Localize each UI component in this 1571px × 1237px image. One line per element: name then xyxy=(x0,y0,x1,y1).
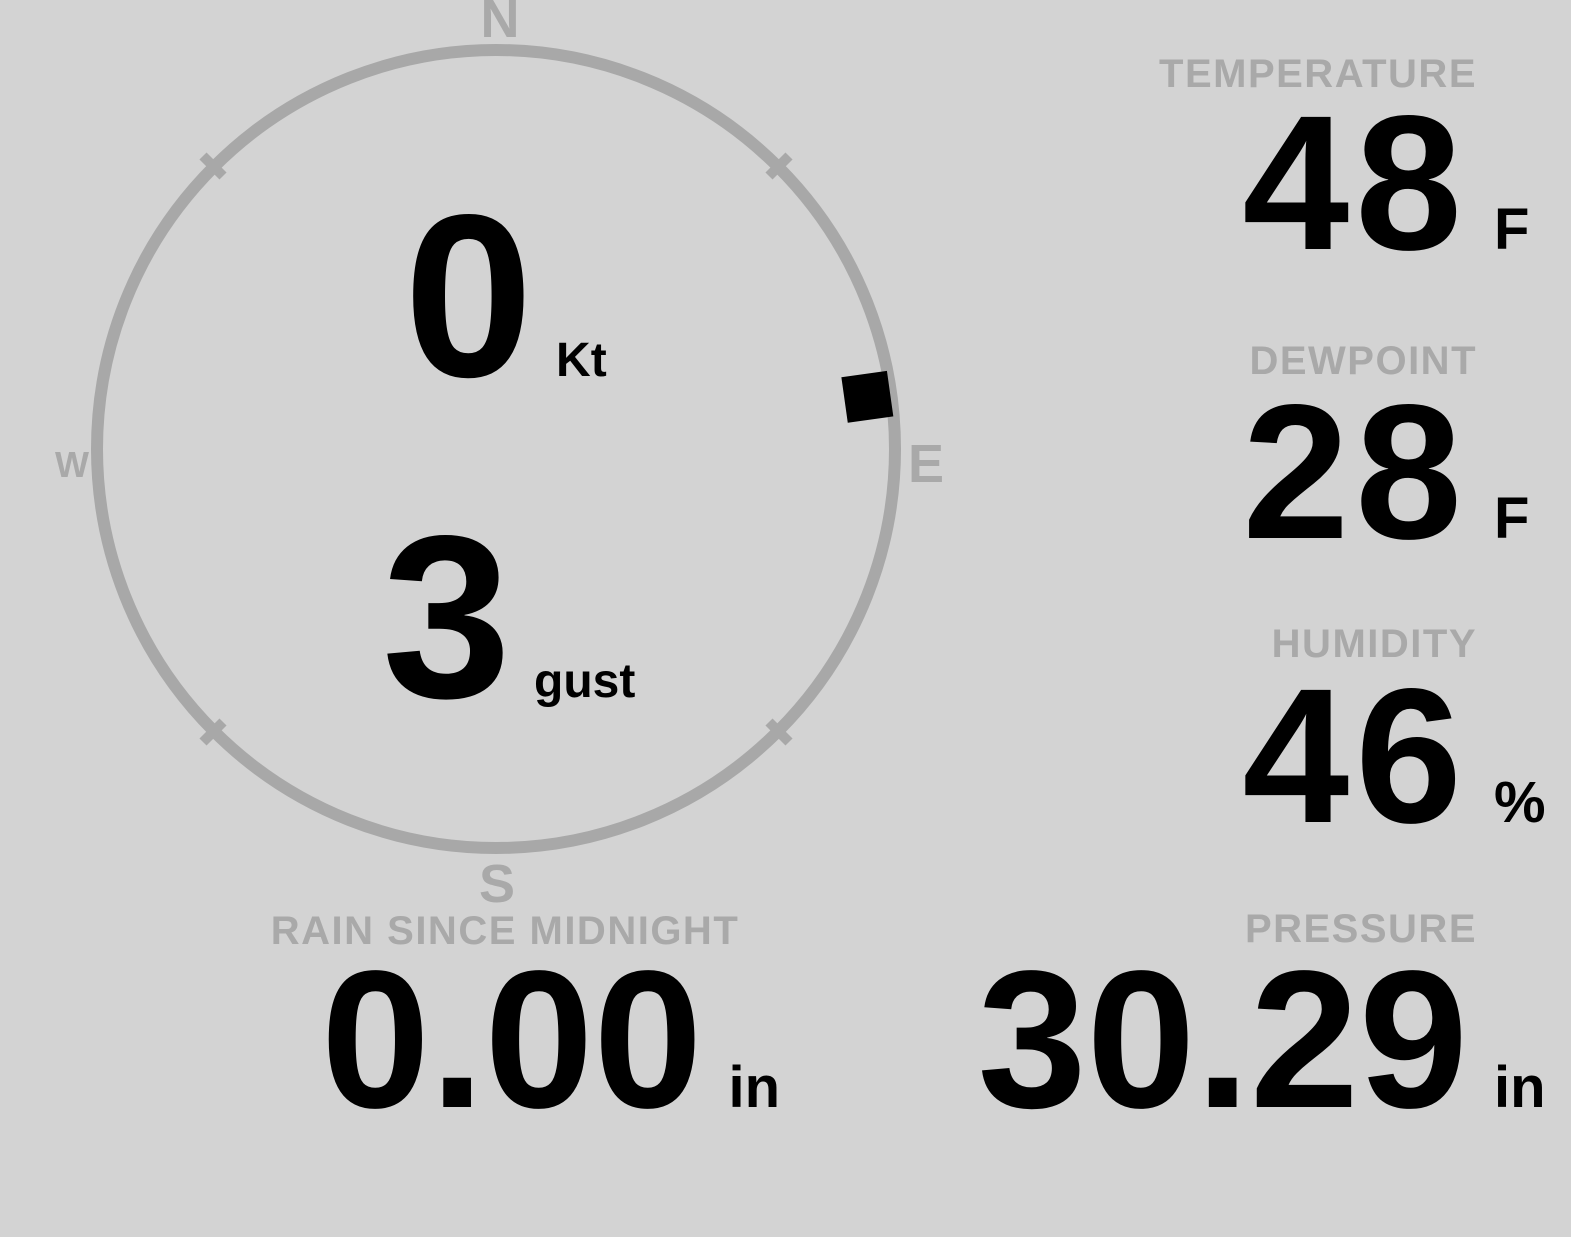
humidity-value-row: 46 % xyxy=(1242,648,1546,863)
rain-label: RAIN SINCE MIDNIGHT xyxy=(270,909,740,953)
wind-speed-value: 0 xyxy=(404,167,534,426)
compass-tick-nw xyxy=(199,152,227,180)
humidity-label: HUMIDITY xyxy=(1271,622,1477,666)
compass-tick-se xyxy=(765,718,793,746)
cardinal-east: E xyxy=(908,434,944,494)
rain-unit: in xyxy=(728,1055,781,1120)
temperature-value-row: 48 F xyxy=(1242,87,1530,279)
temperature-unit: F xyxy=(1494,197,1530,262)
dewpoint-label: DEWPOINT xyxy=(1249,339,1477,383)
rain-value: 0.00 xyxy=(321,930,703,1149)
dewpoint-value: 28 xyxy=(1242,364,1468,579)
compass-tick-sw xyxy=(199,718,227,746)
wind-gust: 3 gust xyxy=(382,502,635,734)
cardinal-north: N xyxy=(481,0,520,49)
dewpoint-unit: F xyxy=(1494,486,1530,551)
humidity-unit: % xyxy=(1494,770,1546,835)
pressure-value-row: 30.29 in xyxy=(977,930,1546,1149)
compass-ring xyxy=(91,44,901,854)
cardinal-west: W xyxy=(55,444,89,485)
temperature-label: TEMPERATURE xyxy=(1159,52,1477,96)
humidity-value: 46 xyxy=(1242,648,1468,863)
wind-gust-value: 3 xyxy=(382,488,512,747)
wind-direction-marker xyxy=(841,370,894,423)
pressure-unit: in xyxy=(1494,1055,1546,1120)
compass-tick-ne xyxy=(765,152,793,180)
wind-speed-unit: Kt xyxy=(556,334,607,387)
temperature-value: 48 xyxy=(1242,75,1468,290)
cardinal-south: S xyxy=(479,854,515,914)
rain-value-row: 0.00 in xyxy=(321,930,781,1149)
wind-gust-unit: gust xyxy=(534,655,636,708)
pressure-value: 30.29 xyxy=(977,930,1468,1149)
pressure-label: PRESSURE xyxy=(1244,907,1477,951)
dewpoint-value-row: 28 F xyxy=(1242,376,1530,568)
wind-speed: 0 Kt xyxy=(404,181,607,413)
